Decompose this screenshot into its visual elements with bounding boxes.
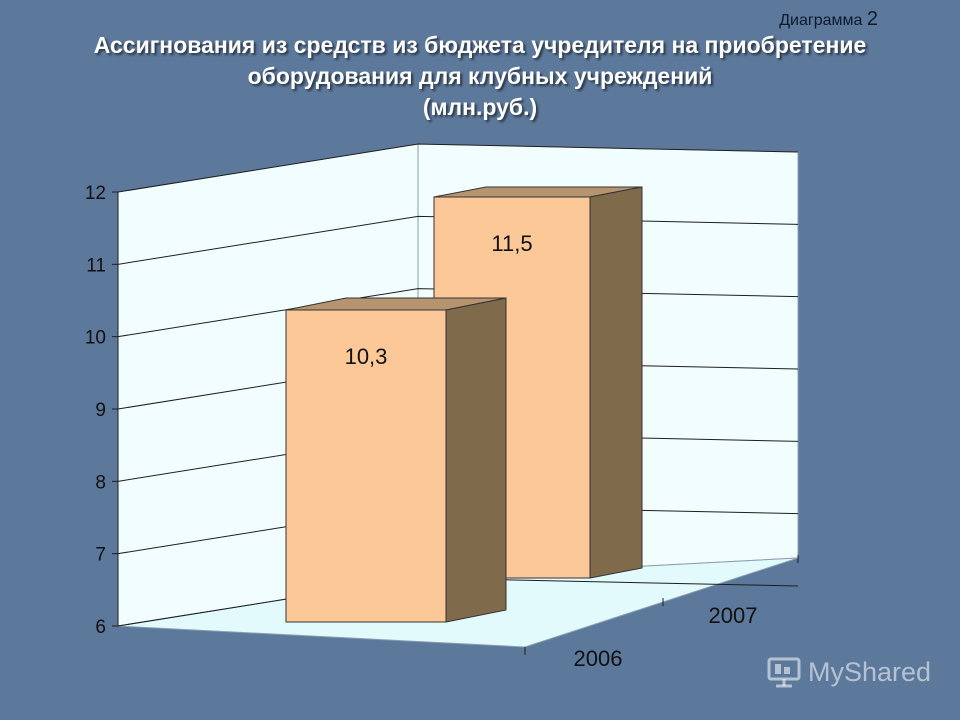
gridline	[117, 288, 799, 338]
slide-caption: Диаграмма 2	[779, 8, 878, 31]
y-tick-label: 8	[95, 472, 106, 493]
data-label-2006: 10,3	[345, 344, 388, 369]
watermark-text: MyShared	[808, 656, 932, 687]
bar-2006	[285, 309, 447, 623]
presentation-icon	[767, 657, 801, 688]
y-tick-label: 11	[86, 255, 106, 276]
y-tick-label: 10	[85, 328, 106, 349]
y-tick-label: 9	[95, 400, 106, 421]
watermark-logo: MyShared	[766, 655, 931, 689]
bar-side-2007	[589, 186, 643, 579]
caption-label: Диаграмма	[779, 12, 863, 29]
y-tick-label: 6	[95, 617, 106, 638]
gridline	[117, 143, 799, 193]
y-tick-label: 12	[85, 183, 106, 204]
title-line-2: оборудования для клубных учреждений	[247, 63, 713, 89]
caption-number: 2	[866, 8, 878, 30]
bar-side-2006	[445, 297, 507, 623]
data-label-2007: 11,5	[491, 231, 532, 256]
title-line-3: (млн.руб.)	[422, 94, 538, 120]
x-tick-label-2007: 2007	[709, 603, 758, 628]
x-tick-label-2006: 2006	[574, 646, 623, 671]
chart-title: Ассигнования из средств из бюджета учред…	[40, 30, 920, 123]
title-line-1: Ассигнования из средств из бюджета учред…	[93, 32, 867, 58]
gridline	[117, 215, 799, 265]
y-tick-label: 7	[95, 545, 106, 566]
